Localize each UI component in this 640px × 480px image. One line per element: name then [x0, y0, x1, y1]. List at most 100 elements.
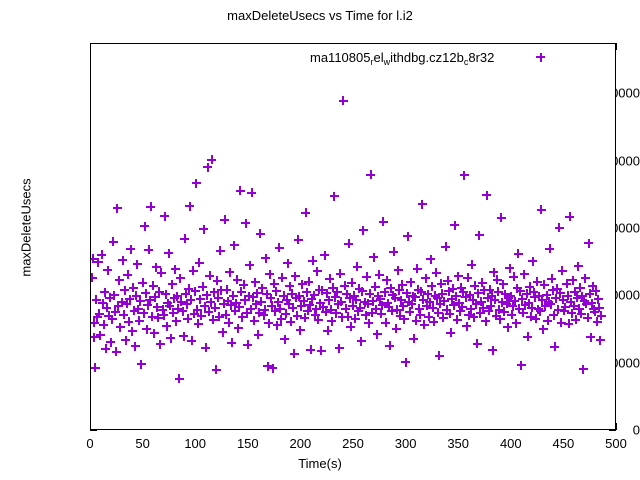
scatter-point: [222, 285, 232, 295]
scatter-point: [350, 314, 360, 324]
scatter-point: [422, 301, 432, 311]
x-axis-tick-label: 200: [289, 436, 312, 451]
scatter-point: [335, 269, 345, 278]
scatter-point: [548, 285, 558, 295]
scatter-point: [439, 296, 449, 306]
scatter-point: [184, 284, 194, 294]
scatter-point: [209, 287, 219, 297]
scatter-point: [241, 218, 251, 228]
scatter-point: [173, 304, 183, 313]
scatter-point: [315, 298, 325, 308]
scatter-point: [450, 220, 460, 230]
scatter-point: [382, 275, 392, 285]
scatter-point: [200, 301, 210, 311]
scatter-point: [363, 299, 373, 309]
scatter-point: [262, 289, 272, 299]
scatter-point: [175, 273, 185, 283]
scatter-point: [160, 211, 170, 221]
x-axis-tick-label: 300: [394, 436, 417, 451]
scatter-point: [204, 307, 214, 317]
scatter-point: [438, 313, 448, 323]
scatter-point: [431, 268, 441, 278]
scatter-point: [535, 306, 545, 316]
scatter-point: [288, 303, 298, 313]
scatter-point: [246, 304, 256, 314]
scatter-point: [296, 301, 306, 311]
scatter-point: [312, 266, 322, 276]
scatter-point: [320, 250, 330, 260]
scatter-point: [484, 306, 494, 316]
scatter-point: [136, 359, 146, 369]
scatter-point: [527, 303, 537, 313]
scatter-point: [327, 316, 337, 326]
scatter-point: [190, 286, 200, 296]
scatter-point: [293, 235, 303, 245]
scatter-point: [259, 310, 269, 320]
scatter-point: [590, 307, 600, 317]
scatter-point: [464, 310, 474, 320]
scatter-point: [302, 287, 312, 297]
scatter-point: [162, 321, 172, 331]
scatter-point: [390, 293, 400, 303]
scatter-point: [95, 330, 105, 340]
scatter-point: [178, 306, 188, 316]
scatter-point: [102, 303, 112, 313]
scatter-point: [530, 292, 540, 302]
scatter-point: [360, 297, 370, 307]
scatter-point: [393, 265, 403, 275]
scatter-point: [587, 298, 597, 308]
scatter-point: [249, 316, 259, 326]
scatter-point: [471, 299, 481, 309]
scatter-point: [568, 275, 578, 285]
scatter-point: [226, 300, 236, 310]
scatter-point: [502, 299, 512, 309]
scatter-point: [316, 346, 326, 356]
scatter-point: [94, 309, 104, 319]
scatter-point: [409, 334, 419, 344]
scatter-point: [574, 304, 584, 313]
scatter-point: [301, 208, 311, 218]
scatter-point: [138, 278, 148, 288]
scatter-point: [172, 291, 182, 301]
scatter-point: [497, 297, 507, 307]
scatter-point: [540, 301, 550, 311]
scatter-point: [383, 298, 393, 308]
scatter-point: [270, 306, 280, 316]
scatter-point: [202, 290, 212, 300]
scatter-point: [234, 302, 244, 312]
scatter-point: [214, 312, 224, 322]
scatter-point: [470, 281, 480, 291]
scatter-point: [532, 277, 542, 287]
scatter-point: [492, 275, 502, 285]
scatter-point: [330, 292, 340, 302]
scatter-point: [291, 293, 301, 303]
scatter-point: [424, 312, 434, 322]
scatter-point: [418, 295, 428, 305]
scatter-point: [411, 316, 421, 326]
scatter-point: [377, 300, 387, 310]
scatter-point: [248, 292, 258, 302]
scatter-point: [247, 188, 257, 198]
scatter-point: [461, 292, 470, 302]
scatter-point: [370, 282, 380, 292]
scatter-point: [170, 264, 180, 274]
legend-series-label: ma110805relwithdbg.cz12bc8r32: [310, 49, 495, 67]
scatter-point: [212, 276, 222, 286]
scatter-point: [304, 277, 314, 287]
scatter-point: [294, 291, 304, 301]
scatter-point: [446, 328, 456, 338]
scatter-point: [131, 291, 141, 301]
scatter-point: [321, 307, 331, 317]
scatter-point: [367, 308, 377, 318]
scatter-point: [122, 299, 132, 309]
scatter-point: [369, 252, 379, 262]
scatter-point: [387, 306, 397, 316]
scatter-point: [406, 277, 416, 287]
scatter-point: [164, 248, 174, 258]
scatter-point: [509, 272, 519, 282]
scatter-point: [242, 308, 252, 318]
scatter-point: [551, 293, 561, 303]
scatter-point: [421, 273, 431, 283]
scatter-point: [533, 304, 543, 314]
scatter-point: [156, 268, 166, 278]
